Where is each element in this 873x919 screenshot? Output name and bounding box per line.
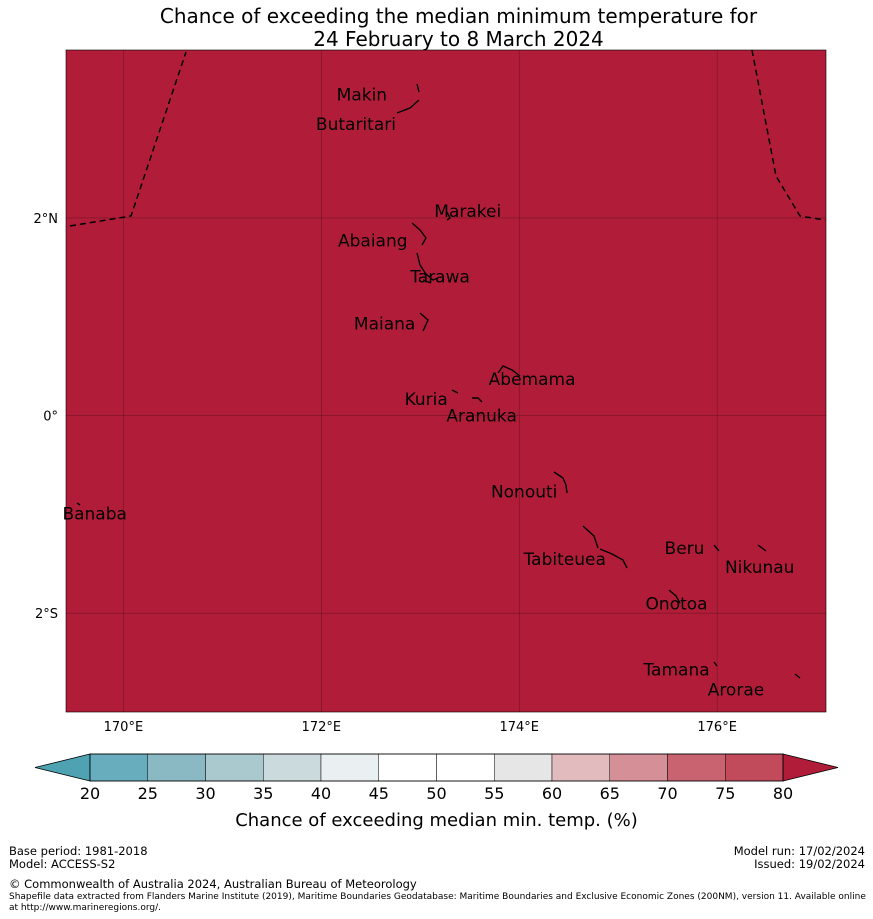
colorbar-segment [205,753,264,782]
map-frame [65,49,827,713]
colorbar-tick-label: 45 [369,784,389,803]
place-label-nikunau: Nikunau [725,558,795,578]
colorbar-outline [89,753,784,782]
island-outline-kuria [451,389,483,403]
place-label-marakei: Marakei [434,202,501,222]
island-outline-banaba [76,502,81,506]
place-label-tabiteuea: Tabiteuea [523,550,606,570]
colorbar-tick-label: 50 [426,784,446,803]
island-outline-onotoa [668,589,681,604]
island-outline-abemama [497,365,521,377]
colorbar-segment [609,753,668,782]
issued-text: Issued: 19/02/2024 [754,857,865,871]
colorbar-extend-high [782,753,839,782]
figure-title-line-2: 24 February to 8 March 2024 [313,27,604,51]
place-label-beru: Beru [665,539,705,559]
eez-boundaries [69,49,826,227]
island-outlines [76,83,801,679]
eez-boundary-west [69,51,187,227]
lat-tick-label: 2°N [34,212,59,227]
lon-tick-label: 174°E [499,720,539,735]
lon-tick-label: 170°E [104,720,144,735]
colorbar-segment [436,753,495,782]
eez-boundary-east [751,49,826,221]
colorbar-extend-low [34,753,91,782]
model-text: Model: ACCESS-S2 [9,857,116,871]
island-outline-marakei [446,211,451,221]
colorbar-segment [667,753,726,782]
colorbar-segment [494,753,553,782]
colorbar-title: Chance of exceeding median min. temp. (%… [235,810,638,831]
place-label-tarawa: Tarawa [409,267,470,287]
place-label-arorae: Arorae [708,680,765,700]
lat-tick-label: 2°S [35,607,58,622]
colorbar-segment [725,753,784,782]
colorbar-tick-label: 35 [253,784,273,803]
footer-left: Base period: 1981-2018 Model: ACCESS-S2 [9,845,148,871]
island-outline-beru [713,544,720,552]
axis-labels: 170°E 172°E 174°E 176°E 2°N 0° 2°S [34,212,737,735]
place-label-nonouti: Nonouti [491,483,557,503]
graticule [66,50,826,712]
colorbar-tick-label: 55 [484,784,504,803]
island-outline-butaritari [396,83,420,114]
colorbar-segment [147,753,206,782]
colorbar-tick-label: 25 [138,784,158,803]
lat-tick-label: 0° [43,410,58,425]
place-label-butaritari: Butaritari [316,115,396,135]
island-outline-abaiang [411,222,427,246]
footer-right: Model run: 17/02/2024 Issued: 19/02/2024 [734,845,865,871]
lon-tick-label: 172°E [302,720,342,735]
colorbar-tick-label: 75 [715,784,735,803]
colorbar-tick-label: 60 [542,784,562,803]
place-label-onotoa: Onotoa [646,594,708,614]
colorbar-segment [89,753,148,782]
place-label-maiana: Maiana [354,315,415,335]
colorbar-segment [378,753,437,782]
colorbar-tick-label: 20 [80,784,100,803]
base-period-text: Base period: 1981-2018 [9,844,148,858]
shapefile-credit-text: Shapefile data extracted from Flanders M… [9,892,866,913]
place-label-makin: Makin [337,85,387,105]
place-label-banaba: Banaba [62,504,126,524]
model-run-text: Model run: 17/02/2024 [733,844,865,858]
colorbar-tick-label: 65 [600,784,620,803]
colorbar-tick-label: 80 [773,784,793,803]
copyright-text: © Commonwealth of Australia 2024, Austra… [9,877,417,891]
colorbar-tick-label: 70 [657,784,677,803]
colorbar: 20 25 30 35 40 45 50 55 60 65 70 75 80 Chance of exce… [34,753,839,831]
colorbar-segment [320,753,379,782]
island-outline-maiana [419,312,429,332]
colorbar-segment [551,753,610,782]
lon-tick-label: 176°E [697,720,737,735]
place-label-abemama: Abemama [489,370,576,390]
colorbar-tick-label: 30 [195,784,215,803]
place-label-kuria: Kuria [405,390,448,410]
island-outline-arorae [794,673,801,679]
colorbar-segment [263,753,322,782]
island-outline-nikunau [757,544,767,552]
island-outline-nonouti [553,471,568,494]
map-panel [66,50,826,712]
island-outline-tamana [713,661,718,667]
island-outline-tabiteuea [582,525,628,569]
island-outline-tarawa [416,252,439,284]
figure-title-line-1: Chance of exceeding the median minimum t… [159,4,758,28]
place-label-abaiang: Abaiang [338,232,408,252]
place-label-tamana: Tamana [642,661,709,681]
colorbar-tick-label: 40 [311,784,331,803]
place-label-aranuka: Aranuka [446,407,517,427]
